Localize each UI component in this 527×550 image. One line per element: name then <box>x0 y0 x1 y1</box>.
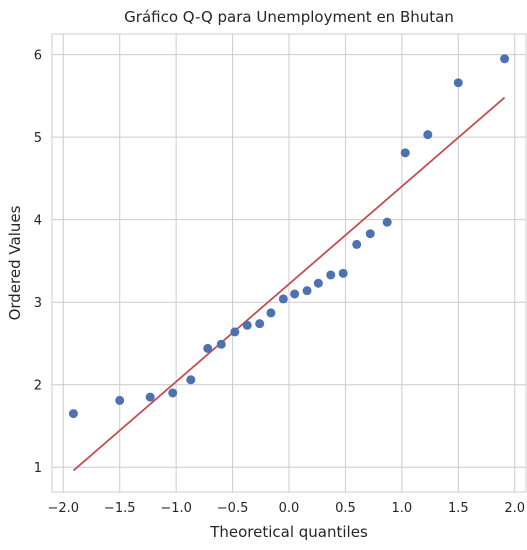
y-tick-label: 5 <box>34 131 42 146</box>
chart-title: Gráfico Q-Q para Unemployment en Bhutan <box>124 8 454 26</box>
data-point <box>423 130 432 139</box>
data-point <box>314 279 323 288</box>
data-point <box>339 269 348 278</box>
data-point <box>279 294 288 303</box>
data-point <box>203 344 212 353</box>
data-point <box>454 78 463 87</box>
x-tick-label: 1.5 <box>448 501 469 516</box>
data-point <box>168 388 177 397</box>
x-tick-label: 0.0 <box>279 501 300 516</box>
data-point <box>255 319 264 328</box>
data-point <box>352 240 361 249</box>
x-tick-label: 0.5 <box>335 501 356 516</box>
data-point <box>69 409 78 418</box>
grid-lines <box>52 34 526 492</box>
data-point <box>383 218 392 227</box>
y-tick-label: 6 <box>34 49 42 64</box>
x-tick-labels: −2.0 −1.5 −1.0 −0.5 0.0 0.5 1.0 1.5 2.0 <box>47 501 525 516</box>
data-point <box>266 308 275 317</box>
y-axis-label: Ordered Values <box>6 205 24 320</box>
data-point <box>146 393 155 402</box>
x-tick-label: 2.0 <box>504 501 525 516</box>
x-tick-label: −1.5 <box>104 501 136 516</box>
data-point <box>243 321 252 330</box>
data-point <box>303 286 312 295</box>
data-point <box>217 340 226 349</box>
y-tick-label: 1 <box>34 461 42 476</box>
data-point <box>366 229 375 238</box>
data-point <box>500 54 509 63</box>
data-point <box>186 375 195 384</box>
data-point <box>326 270 335 279</box>
y-tick-label: 3 <box>34 296 42 311</box>
x-tick-label: −0.5 <box>217 501 249 516</box>
x-tick-label: −2.0 <box>47 501 79 516</box>
y-tick-labels: 1 2 3 4 5 6 <box>34 49 42 477</box>
data-point <box>115 396 124 405</box>
y-tick-label: 4 <box>34 214 42 229</box>
data-point <box>230 327 239 336</box>
data-point <box>290 289 299 298</box>
x-tick-label: −1.0 <box>160 501 192 516</box>
data-point <box>401 148 410 157</box>
x-axis-label: Theoretical quantiles <box>209 523 368 541</box>
y-tick-label: 2 <box>34 379 42 394</box>
x-tick-label: 1.0 <box>392 501 413 516</box>
